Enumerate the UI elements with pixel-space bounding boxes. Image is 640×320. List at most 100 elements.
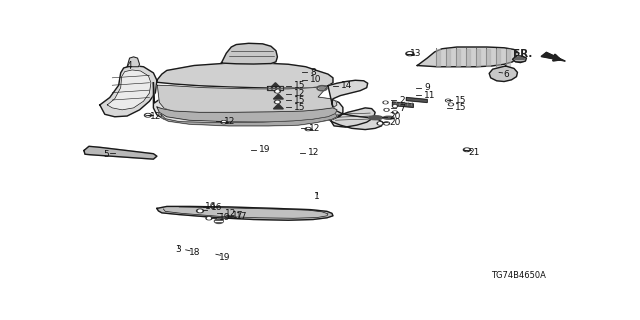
Circle shape [383,122,390,125]
Circle shape [385,109,388,110]
Polygon shape [161,114,337,126]
Polygon shape [513,56,527,62]
Circle shape [319,87,324,89]
Text: 1: 1 [314,192,320,201]
Circle shape [394,112,396,113]
Text: 17: 17 [232,211,243,220]
Circle shape [276,101,279,103]
Polygon shape [446,49,450,66]
Circle shape [408,53,412,55]
Circle shape [146,115,150,116]
Polygon shape [436,49,440,66]
Circle shape [221,121,227,124]
Circle shape [463,148,470,151]
Circle shape [465,149,468,151]
Text: 18: 18 [189,248,201,257]
Polygon shape [273,104,284,109]
Text: 4: 4 [127,60,132,69]
Polygon shape [486,49,490,66]
Circle shape [207,218,211,219]
Polygon shape [328,80,383,130]
Polygon shape [100,66,157,117]
Circle shape [394,106,396,107]
Circle shape [307,128,310,130]
Text: 20: 20 [390,112,401,121]
Text: 10: 10 [310,75,322,84]
Circle shape [222,121,225,123]
Circle shape [384,108,389,111]
Polygon shape [84,146,157,159]
Text: 20: 20 [390,118,401,127]
Text: 15: 15 [294,96,306,105]
Polygon shape [392,102,413,108]
Text: 15: 15 [454,103,466,112]
Text: 13: 13 [410,49,421,58]
Text: 2: 2 [399,96,405,105]
Polygon shape [406,98,428,102]
Polygon shape [417,47,519,67]
Text: 19: 19 [259,145,270,154]
Polygon shape [271,83,280,88]
Text: 16: 16 [211,203,223,212]
Circle shape [214,219,223,223]
Circle shape [379,123,381,124]
Circle shape [145,114,152,117]
Circle shape [383,101,388,104]
Text: 15: 15 [294,103,306,112]
Polygon shape [157,206,333,220]
Text: 12: 12 [309,124,321,132]
Text: 12: 12 [308,148,319,157]
Circle shape [276,91,279,92]
Circle shape [447,100,449,101]
Text: 15: 15 [454,96,466,105]
Text: 17: 17 [236,212,247,221]
Circle shape [445,99,451,102]
Text: 12: 12 [294,89,306,98]
Text: 8: 8 [310,68,316,77]
Circle shape [305,128,311,131]
Circle shape [385,123,388,124]
Circle shape [384,102,387,103]
Circle shape [406,52,414,56]
Polygon shape [127,57,140,67]
Polygon shape [466,49,470,66]
Polygon shape [506,49,509,66]
Polygon shape [330,108,375,127]
Polygon shape [268,86,284,90]
Polygon shape [108,70,151,110]
Text: 12: 12 [224,117,236,126]
Circle shape [392,111,397,114]
Circle shape [450,104,452,105]
Circle shape [377,122,383,125]
Text: 6: 6 [504,70,509,79]
Text: 9: 9 [424,83,430,92]
Polygon shape [221,43,277,64]
Circle shape [449,103,454,106]
Polygon shape [489,66,518,82]
Polygon shape [495,49,500,66]
Polygon shape [476,49,480,66]
Text: 19: 19 [219,213,230,222]
Polygon shape [157,63,333,88]
Text: 15: 15 [294,81,306,90]
Text: 14: 14 [341,81,352,90]
Text: 7: 7 [399,104,405,113]
Text: 12: 12 [150,112,161,121]
Circle shape [198,210,202,212]
Text: 16: 16 [205,203,217,212]
Polygon shape [157,107,337,122]
Text: 19: 19 [219,253,230,262]
Text: 12: 12 [225,209,236,218]
Polygon shape [154,83,343,125]
Circle shape [275,90,280,93]
Polygon shape [456,49,460,66]
Text: 11: 11 [424,91,436,100]
Polygon shape [157,85,337,116]
Circle shape [206,217,212,220]
Polygon shape [541,52,565,61]
Text: TG74B4650A: TG74B4650A [492,271,547,280]
Text: 5: 5 [103,150,109,159]
Text: 21: 21 [468,148,480,157]
Ellipse shape [383,116,394,119]
Circle shape [196,209,204,212]
